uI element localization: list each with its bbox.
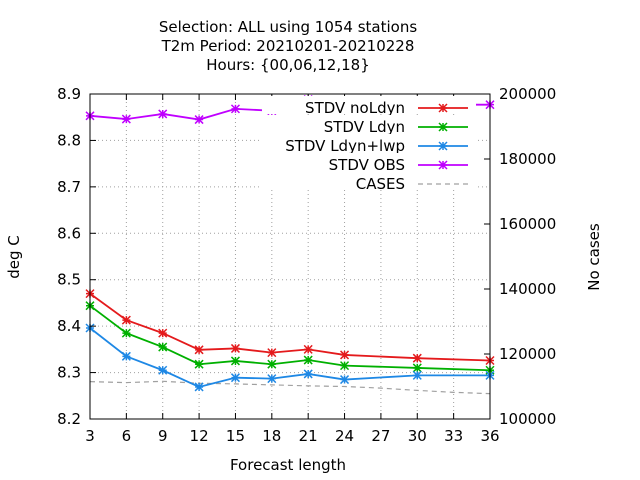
data-point [230, 356, 240, 366]
x-tick-label: 6 [122, 427, 132, 445]
y-tick-label: 8.8 [57, 131, 81, 149]
data-point [158, 365, 168, 375]
y2-tick-label: 200000 [499, 85, 556, 103]
legend-item: CASES [262, 172, 476, 193]
series-line [89, 304, 491, 372]
legend-label: STDV OBS [329, 156, 405, 174]
y-tick-label: 8.5 [57, 271, 81, 289]
data-point [340, 361, 350, 371]
y-tick-label: 8.4 [57, 317, 81, 335]
title-line-3: Hours: {00,06,12,18} [206, 56, 370, 74]
data-point [158, 342, 168, 352]
title-line-1: Selection: ALL using 1054 stations [159, 18, 418, 36]
data-point [194, 115, 204, 125]
x-tick-label: 24 [335, 427, 354, 445]
legend-item: STDV Ldyn [262, 115, 476, 136]
legend-label: STDV Ldyn [324, 118, 405, 136]
x-tick-label: 30 [408, 427, 427, 445]
y-tick-label: 8.6 [57, 224, 81, 242]
legend-item: STDV Ldyn+lwp [262, 134, 476, 155]
data-point [303, 355, 313, 365]
data-point [230, 104, 240, 114]
legend-item: STDV OBS [262, 153, 476, 174]
y2-axis-label: No cases [585, 223, 603, 291]
series-line [89, 327, 490, 388]
data-point [340, 350, 350, 360]
data-point [194, 382, 204, 392]
axis-ticks: 3 6 9 12 15 18 21 24 27 30 33 368.28.38.48.58.68.78… [57, 85, 556, 445]
y-tick-label: 8.7 [57, 178, 81, 196]
x-tick-label: 12 [190, 427, 209, 445]
data-point [121, 114, 131, 124]
legend-item-background [262, 172, 476, 190]
y2-tick-label: 160000 [499, 215, 556, 233]
x-tick-label: 9 [158, 427, 168, 445]
legend-marker [438, 122, 448, 132]
legend-label: STDV noLdyn [305, 99, 405, 117]
y-tick-label: 8.2 [57, 410, 81, 428]
plot-frame [89, 93, 491, 420]
data-point [412, 363, 422, 373]
x-axis-label: Forecast length [230, 456, 346, 474]
x-tick-label: 21 [299, 427, 318, 445]
data-point [267, 359, 277, 369]
data-point [340, 375, 350, 385]
data-point [194, 345, 204, 355]
cases-layer [89, 380, 491, 395]
y2-tick-label: 180000 [499, 150, 556, 168]
y2-tick-label: 120000 [499, 345, 556, 363]
legend-marker [438, 103, 448, 113]
legend-item: STDV noLdyn [262, 96, 476, 117]
data-point [230, 373, 240, 383]
chart-title: Selection: ALL using 1054 stations T2m P… [159, 18, 418, 74]
y-axis-label: deg C [5, 235, 23, 279]
series-stdv-noldyn [85, 289, 495, 366]
data-point [194, 359, 204, 369]
x-tick-label: 18 [262, 427, 281, 445]
data-point [303, 344, 313, 354]
data-point [121, 328, 131, 338]
x-tick-label: 36 [480, 427, 499, 445]
data-point [412, 353, 422, 363]
data-point [158, 109, 168, 119]
legend-marker [438, 141, 448, 151]
title-line-2: T2m Period: 20210201-20210228 [161, 37, 415, 55]
x-tick-label: 15 [226, 427, 245, 445]
data-point [158, 328, 168, 338]
data-point [121, 351, 131, 361]
data-point [303, 369, 313, 379]
legend-label: CASES [356, 175, 405, 193]
data-point [267, 374, 277, 384]
data-point [412, 370, 422, 380]
x-tick-label: 33 [444, 427, 463, 445]
cases-line [89, 380, 491, 395]
data-point [267, 348, 277, 358]
x-tick-label: 3 [85, 427, 95, 445]
legend-marker [438, 160, 448, 170]
y-tick-label: 8.3 [57, 364, 81, 382]
legend-label: STDV Ldyn+lwp [285, 137, 405, 155]
legend-item-background [262, 96, 476, 114]
legend-item-background [262, 115, 476, 133]
y2-tick-label: 140000 [499, 280, 556, 298]
y2-tick-label: 100000 [499, 410, 556, 428]
series-stdv-ldyn-lwp [85, 323, 495, 392]
x-tick-label: 27 [371, 427, 390, 445]
legend-item-background [262, 134, 476, 152]
data-point [121, 315, 131, 325]
data-point [230, 343, 240, 353]
y-tick-label: 8.9 [57, 85, 81, 103]
series-line [89, 292, 491, 362]
legend-item-background [262, 153, 476, 171]
